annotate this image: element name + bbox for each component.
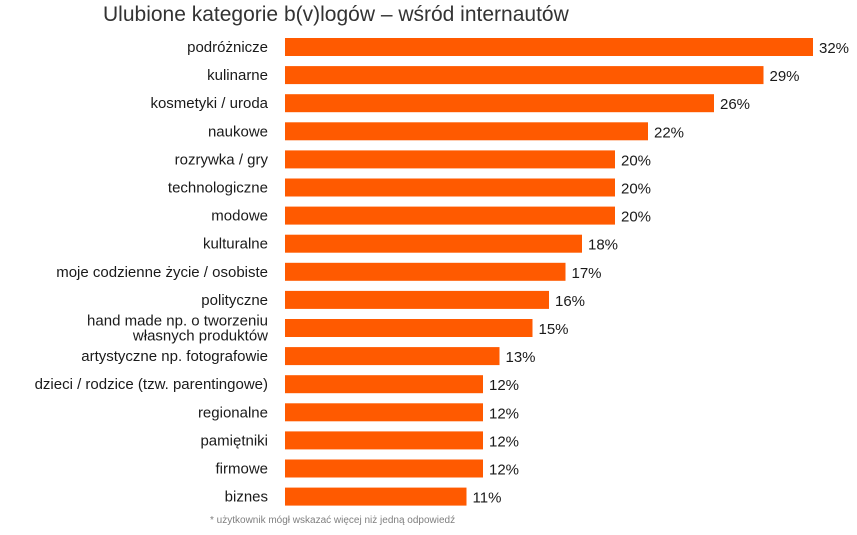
bar-0 [285,38,813,56]
category-label-12: dzieci / rodzice (tzw. parentingowe) [35,376,268,393]
footnote: * użytkownik mógł wskazać więcej niż jed… [210,515,456,526]
value-label-0: 32% [819,40,849,57]
bar-10 [285,319,533,337]
value-label-12: 12% [489,377,519,394]
bar-2 [285,94,714,113]
value-label-9: 16% [555,293,585,310]
bar-12 [285,375,483,394]
bar-8 [285,262,566,281]
value-label-16: 11% [473,490,502,507]
bar-16 [285,487,467,506]
value-label-2: 26% [720,96,750,113]
bar-1 [285,66,764,85]
category-label-8: moje codzienne życie / osobiste [56,264,268,281]
value-label-5: 20% [621,181,651,198]
value-labels-group: 32%29%26%22%20%20%20%18%17%16%15%13%12%1… [473,40,850,507]
value-label-8: 17% [572,265,602,282]
value-label-4: 20% [621,152,651,169]
bar-9 [285,290,549,309]
value-label-1: 29% [770,68,800,85]
bar-5 [285,178,615,197]
bar-15 [285,459,483,478]
category-label-14: pamiętniki [200,432,268,449]
category-label-9: polityczne [201,292,268,309]
chart-title: Ulubione kategorie b(v)logów – wśród int… [103,3,569,26]
category-label-5: technologiczne [168,180,268,197]
value-label-11: 13% [506,349,536,366]
value-label-14: 12% [489,433,519,450]
category-label-6: modowe [211,208,268,225]
bar-13 [285,403,483,422]
value-label-6: 20% [621,209,651,226]
category-label-3: naukowe [208,123,268,140]
bar-4 [285,150,615,169]
value-label-7: 18% [588,237,618,254]
category-label-2: kosmetyki / uroda [150,95,268,112]
bar-11 [285,347,500,366]
bars-group [285,38,813,506]
category-label-7: kulturalne [203,236,268,253]
category-label-10: hand made np. o tworzeniu własnych produk… [87,313,268,345]
category-label-4: rozrywka / gry [175,151,269,168]
value-label-15: 12% [489,462,519,479]
category-label-13: regionalne [198,404,268,421]
category-label-0: podróżnicze [187,39,268,56]
bar-14 [285,431,483,450]
bar-6 [285,206,615,225]
category-label-11: artystyczne np. fotografowie [81,348,268,365]
category-label-1: kulinarne [207,67,268,84]
bar-7 [285,234,582,253]
value-label-3: 22% [654,124,684,141]
category-label-16: biznes [225,489,268,506]
category-label-15: firmowe [215,461,268,478]
category-labels-group: podróżnicze kulinarne kosmetyki / uroda nau… [35,39,269,506]
value-label-13: 12% [489,405,519,422]
bar-3 [285,122,648,141]
value-label-10: 15% [539,321,569,338]
